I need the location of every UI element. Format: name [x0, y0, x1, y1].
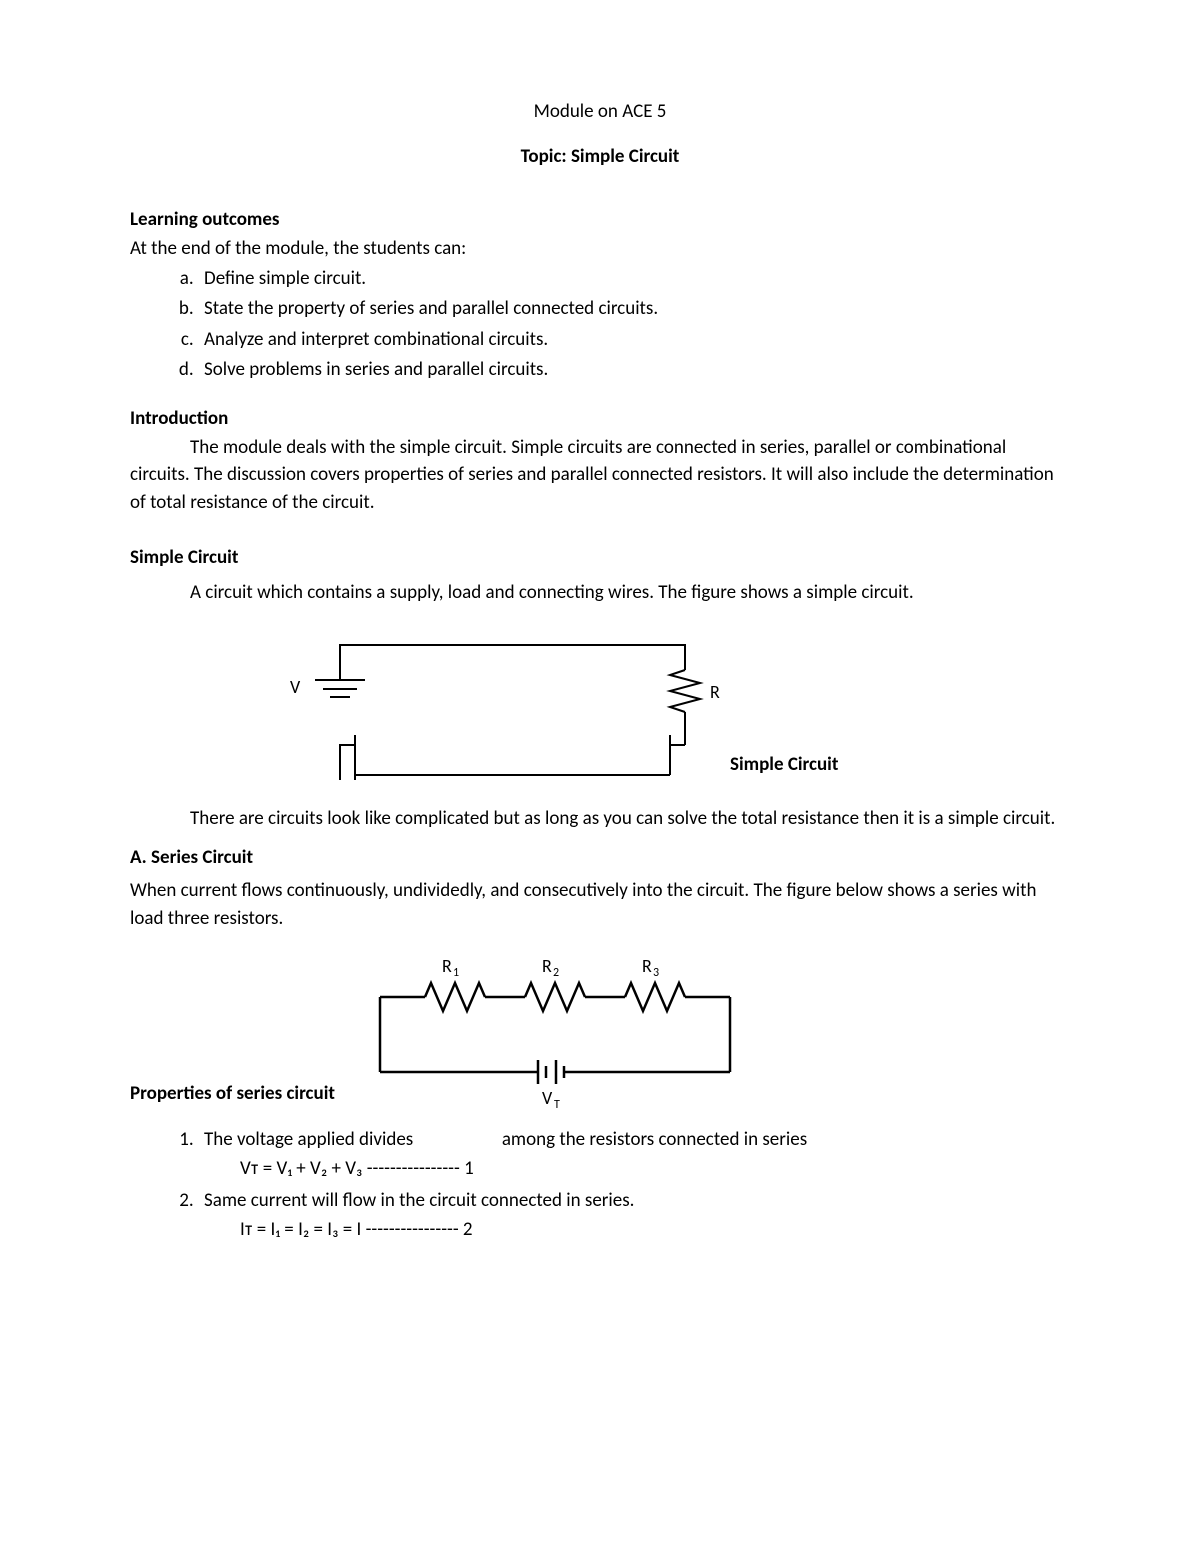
simple-circuit-para1: A circuit which contains a supply, load … — [130, 579, 1070, 607]
series-props-heading: Properties of series circuit — [130, 1082, 335, 1105]
document-page: Module on ACE 5 Topic: Simple Circuit Le… — [0, 0, 1200, 1553]
prop2-text-a: Same current will flow in the circuit co… — [204, 1189, 634, 1212]
simple-circuit-heading: Simple Circuit — [130, 546, 1070, 569]
svg-text:R: R — [642, 955, 652, 977]
simple-circuit-figure: V R Simple Circuit — [130, 625, 1070, 795]
svg-text:V: V — [542, 1087, 553, 1109]
series-paragraph: When current flows continuously, undivid… — [130, 877, 1070, 932]
list-item: Analyze and interpret combinational circ… — [198, 326, 1070, 355]
svg-text:2: 2 — [553, 966, 559, 980]
v-label: V — [290, 676, 301, 698]
prop1-equation: Vᴛ = V₁ + V₂ + V₃ ---------------- 1 — [240, 1155, 1070, 1184]
module-title: Module on ACE 5 — [130, 100, 1070, 123]
prop1-text-a: The voltage applied divides — [204, 1128, 413, 1151]
prop1-text-b: among the resistors connected in series — [502, 1128, 807, 1151]
simple-circuit-caption: Simple Circuit — [730, 753, 838, 776]
svg-text:3: 3 — [653, 966, 659, 980]
series-circuit-figure: R 1 R 2 R 3 V T Properties of series cir… — [130, 942, 1070, 1122]
simple-circuit-para2: There are circuits look like complicated… — [130, 805, 1070, 833]
list-item: State the property of series and paralle… — [198, 295, 1070, 324]
list-item: Solve problems in series and parallel ci… — [198, 356, 1070, 385]
list-item: The voltage applied divides among the re… — [198, 1126, 1070, 1183]
topic-title: Topic: Simple Circuit — [130, 145, 1070, 168]
list-item: Same current will flow in the circuit co… — [198, 1187, 1070, 1244]
list-item: Define simple circuit. — [198, 265, 1070, 294]
learning-outcomes-intro: At the end of the module, the students c… — [130, 235, 1070, 263]
prop2-equation: Iᴛ = I₁ = I₂ = I₃ = I ---------------- 2 — [240, 1216, 1070, 1245]
svg-text:R: R — [442, 955, 452, 977]
learning-outcomes-list: Define simple circuit. State the propert… — [130, 265, 1070, 385]
r-label: R — [710, 681, 720, 703]
series-properties-list: The voltage applied divides among the re… — [130, 1126, 1070, 1244]
series-heading: A. Series Circuit — [130, 846, 1070, 869]
circuit-diagram-icon: V R — [130, 625, 1070, 795]
svg-text:R: R — [542, 955, 552, 977]
svg-text:T: T — [554, 1098, 560, 1112]
introduction-paragraph: The module deals with the simple circuit… — [130, 434, 1070, 517]
introduction-heading: Introduction — [130, 407, 1070, 430]
learning-outcomes-heading: Learning outcomes — [130, 208, 1070, 231]
svg-text:1: 1 — [453, 966, 459, 980]
